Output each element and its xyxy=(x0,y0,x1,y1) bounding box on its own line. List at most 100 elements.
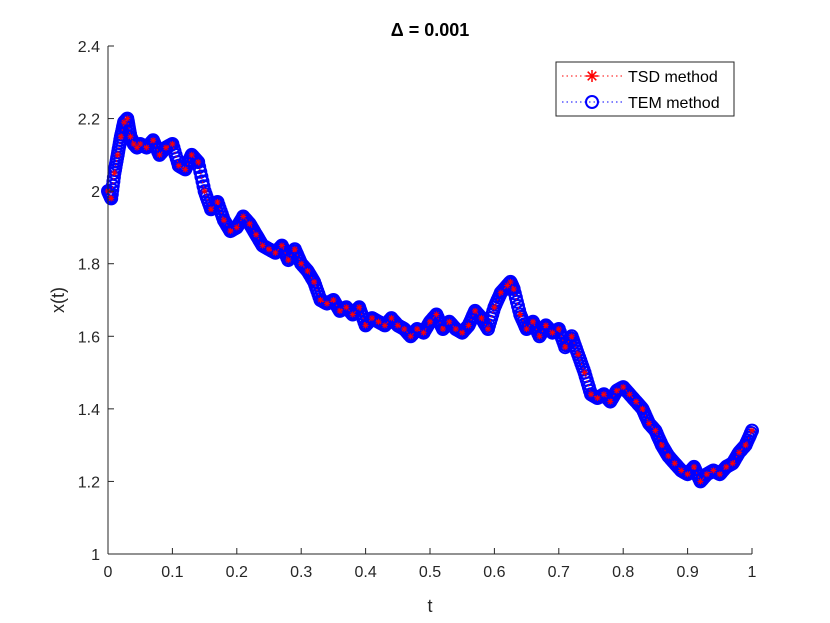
data-point xyxy=(568,333,575,340)
data-point xyxy=(684,471,691,478)
data-point xyxy=(246,220,253,227)
data-point xyxy=(401,326,408,332)
data-point xyxy=(600,391,607,398)
legend-box xyxy=(555,61,735,117)
data-point xyxy=(652,427,659,434)
y-tick-label: 2.2 xyxy=(78,112,100,129)
data-point xyxy=(381,322,388,329)
data-point xyxy=(208,206,214,213)
chart-title: Δ = 0.001 xyxy=(391,20,470,40)
data-point xyxy=(658,442,665,449)
series-tem xyxy=(101,111,759,489)
y-axis-label: x(t) xyxy=(48,287,68,313)
x-tick-label: 0.8 xyxy=(612,564,634,581)
data-point xyxy=(671,460,678,467)
data-point xyxy=(478,315,485,322)
data-point xyxy=(433,311,440,318)
data-point xyxy=(710,467,717,474)
data-point xyxy=(665,453,672,459)
data-point xyxy=(517,311,524,318)
data-point xyxy=(169,141,176,147)
x-tick-label: 0.1 xyxy=(161,564,183,581)
data-point xyxy=(549,329,556,336)
data-point xyxy=(697,478,704,485)
data-point xyxy=(108,195,115,202)
data-point xyxy=(703,471,710,478)
data-point xyxy=(427,318,433,325)
axes-layer: 0 0.1 0.2 0.3 0.4 0.5 0.6 0.7 0.8 0.9 1 1 1.2 1.4 1.6 1… xyxy=(78,39,757,581)
data-point xyxy=(298,260,305,267)
series-layer xyxy=(101,111,759,489)
x-tick-label: 0.2 xyxy=(226,564,248,581)
x-tick-label: 0.9 xyxy=(676,564,698,581)
data-point xyxy=(343,304,350,311)
x-tick-label: 0.3 xyxy=(290,564,312,581)
data-point xyxy=(678,467,685,474)
data-point xyxy=(163,144,169,151)
data-point xyxy=(124,115,131,122)
data-point xyxy=(414,326,421,332)
data-point xyxy=(156,151,163,158)
data-point xyxy=(729,460,736,467)
y-tick-label: 2 xyxy=(91,184,100,201)
y-tick-label: 1.2 xyxy=(78,474,100,491)
data-point xyxy=(311,278,318,285)
plot-area xyxy=(108,46,752,554)
data-point xyxy=(291,246,298,253)
y-tick-label: 1.8 xyxy=(78,257,100,274)
data-point xyxy=(745,423,759,438)
data-point xyxy=(607,398,614,405)
data-point xyxy=(201,188,208,195)
data-point xyxy=(227,228,234,235)
data-point xyxy=(575,351,582,358)
data-point xyxy=(220,217,227,224)
x-tick-label: 0.7 xyxy=(548,564,570,581)
data-point xyxy=(491,304,498,311)
data-point xyxy=(555,326,562,332)
data-point xyxy=(562,344,569,351)
y-tick-label: 2.4 xyxy=(78,39,100,56)
data-point xyxy=(420,329,427,336)
data-point xyxy=(716,471,723,478)
data-point xyxy=(542,322,549,329)
data-point xyxy=(742,442,749,449)
data-point xyxy=(639,405,646,412)
data-point xyxy=(472,307,479,314)
data-point xyxy=(143,144,150,151)
data-point xyxy=(523,326,530,332)
y-tick-label: 1.6 xyxy=(78,329,100,346)
data-point xyxy=(723,463,730,470)
data-point xyxy=(749,427,755,434)
data-point xyxy=(272,249,279,256)
data-point xyxy=(388,315,395,322)
data-point xyxy=(117,133,124,140)
data-point xyxy=(127,133,134,140)
data-point xyxy=(407,333,414,340)
data-point xyxy=(214,199,221,205)
data-point xyxy=(536,333,543,340)
data-point xyxy=(266,246,272,253)
data-point xyxy=(594,395,601,401)
y-tick-label: 1.4 xyxy=(78,402,100,419)
data-point xyxy=(188,151,195,158)
data-point xyxy=(304,268,311,274)
data-point xyxy=(510,286,517,293)
x-tick-label: 0.6 xyxy=(483,564,505,581)
data-point xyxy=(626,391,633,398)
data-point xyxy=(646,420,652,427)
data-point xyxy=(446,318,453,325)
data-point xyxy=(134,144,140,151)
x-axis-label: t xyxy=(427,596,432,616)
legend-marker-tsd xyxy=(586,70,598,82)
data-point xyxy=(336,307,343,314)
legend-label-tem: TEM method xyxy=(628,95,720,112)
data-point xyxy=(465,322,472,329)
data-point xyxy=(191,155,206,170)
data-point xyxy=(182,166,189,173)
data-point xyxy=(736,449,743,456)
data-point xyxy=(330,297,337,303)
y-tick-label: 1 xyxy=(91,547,100,564)
data-point xyxy=(317,297,324,303)
data-point xyxy=(507,278,514,285)
data-point xyxy=(452,326,459,332)
